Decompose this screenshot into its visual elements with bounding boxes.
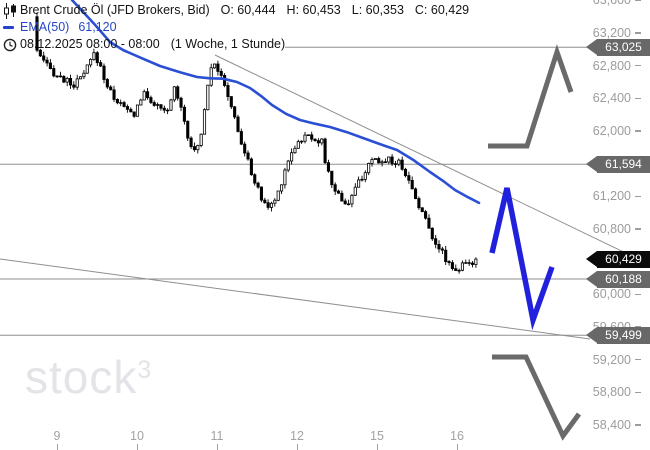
clock-icon: [3, 38, 20, 52]
x-tick-mark: [137, 444, 138, 450]
price-tag-61594[interactable]: 61,594: [586, 155, 650, 173]
timeframe-label: (1 Woche, 1 Stunde): [170, 37, 286, 51]
open-value: O: 60,444: [220, 3, 276, 17]
y-tick-mark: [635, 195, 641, 198]
scenario-upper[interactable]: [488, 44, 574, 149]
low-value: L: 60,353: [351, 3, 404, 17]
chart-header: Brent Crude Öl (JFD Brokers, Bid) O: 60,…: [0, 2, 469, 53]
datetime-range: 08.12.2025 08:00 - 08:00: [20, 37, 160, 51]
ema-line-icon: [3, 26, 20, 29]
price-tag-value: 59,499: [597, 326, 650, 344]
y-tick-58400: 58,400: [585, 418, 641, 432]
x-tick-mark: [297, 444, 298, 450]
y-tick-63600: 63,600: [585, 0, 641, 7]
candlestick-icon: [3, 2, 20, 19]
price-tag-value: 63,025: [597, 38, 650, 56]
y-tick-label: 58,400: [592, 418, 631, 432]
y-tick-58800: 58,800: [585, 385, 641, 399]
x-tick-mark: [377, 444, 378, 450]
y-tick-61200: 61,200: [585, 189, 641, 203]
y-tick-label: 62,800: [592, 58, 631, 73]
y-tick-mark: [635, 32, 641, 34]
x-tick-label-10: 10: [130, 429, 144, 443]
price-tag-59499[interactable]: 59,499: [586, 326, 650, 344]
trendline-falling-support[interactable]: [0, 258, 591, 340]
y-tick-label: 63,600: [592, 0, 631, 8]
timeframe-row: 08.12.2025 08:00 - 08:00 (1 Woche, 1 Stu…: [0, 36, 469, 53]
y-tick-63200: 63,200: [585, 26, 641, 40]
x-tick-label-15: 15: [370, 429, 384, 443]
close-value: C: 60,429: [414, 3, 470, 17]
y-tick-mark: [635, 97, 641, 100]
price-tag-value: 61,594: [597, 155, 650, 173]
ema-value: 61,120: [78, 20, 117, 34]
price-tag-beak: [586, 250, 597, 267]
y-tick-mark: [635, 293, 641, 296]
y-tick-label: 59,200: [592, 352, 631, 367]
price-tag-value: 60,188: [597, 270, 650, 288]
price-tag-60429[interactable]: 60,429: [586, 250, 650, 268]
x-tick-label-11: 11: [210, 429, 224, 443]
ema-label: EMA(50): [20, 20, 70, 34]
y-tick-label: 60,000: [592, 287, 631, 302]
y-tick-mark: [635, 358, 641, 361]
x-tick-mark: [457, 444, 458, 450]
price-tag-beak: [586, 155, 597, 172]
y-tick-label: 63,200: [592, 26, 631, 40]
ema-line[interactable]: [70, 0, 481, 205]
trendline-falling-resistance[interactable]: [214, 54, 635, 258]
scenario-lower[interactable]: [492, 354, 582, 441]
forecast-zigzag[interactable]: [489, 187, 555, 331]
y-tick-mark: [635, 391, 641, 394]
instrument-name: Brent Crude Öl (JFD Brokers, Bid): [20, 3, 210, 17]
y-tick-60000: 60,000: [585, 287, 641, 301]
y-tick-label: 61,200: [592, 189, 631, 204]
price-tag-63025[interactable]: 63,025: [586, 38, 650, 56]
y-tick-62800: 62,800: [585, 59, 641, 73]
y-tick-62000: 62,000: [585, 124, 641, 138]
price-tag-beak: [586, 270, 597, 287]
y-tick-62400: 62,400: [585, 91, 641, 105]
y-tick-mark: [635, 0, 641, 2]
y-tick-label: 60,800: [592, 222, 631, 236]
price-tag-value: 60,429: [597, 250, 650, 268]
y-tick-mark: [635, 228, 641, 230]
x-tick-label-12: 12: [290, 429, 304, 443]
candles: [35, 12, 478, 274]
x-tick-mark: [217, 444, 218, 450]
y-tick-59200: 59,200: [585, 353, 641, 367]
instrument-row: Brent Crude Öl (JFD Brokers, Bid) O: 60,…: [0, 2, 469, 19]
watermark-text: stock: [25, 351, 138, 403]
price-tag-beak: [586, 38, 597, 55]
x-tick-label-9: 9: [53, 429, 61, 443]
y-tick-60800: 60,800: [585, 222, 641, 236]
y-tick-mark: [635, 424, 641, 426]
y-tick-label: 62,400: [592, 91, 631, 106]
watermark-sup: 3: [137, 356, 152, 384]
x-tick-label-16: 16: [450, 429, 464, 443]
high-value: H: 60,453: [286, 3, 341, 17]
price-tag-beak: [586, 326, 597, 343]
ema-legend-row: EMA(50) 61,120: [0, 19, 469, 36]
y-tick-mark: [635, 64, 641, 67]
y-tick-mark: [635, 130, 641, 132]
y-tick-label: 58,800: [592, 385, 631, 400]
y-tick-label: 62,000: [592, 124, 631, 138]
x-tick-mark: [57, 444, 58, 450]
watermark-logo: stock3: [25, 350, 151, 404]
price-tag-60188[interactable]: 60,188: [586, 270, 650, 288]
